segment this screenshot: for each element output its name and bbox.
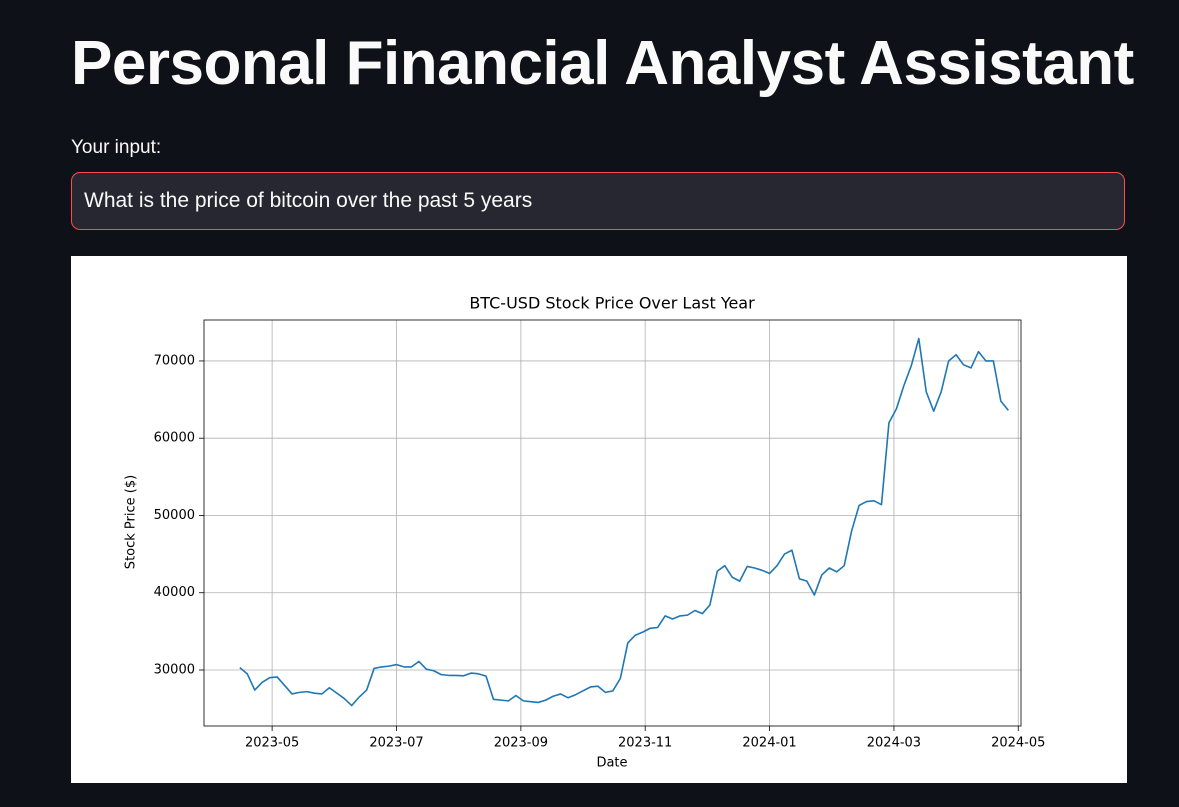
- x-tick-label: 2023-09: [494, 736, 548, 751]
- y-tick-label: 30000: [154, 662, 195, 677]
- y-tick-label: 40000: [154, 585, 195, 600]
- input-label: Your input:: [71, 137, 162, 158]
- y-tick-label: 50000: [154, 508, 195, 523]
- plot-frame: [203, 319, 1022, 727]
- x-tick-label: 2023-07: [369, 736, 423, 751]
- x-tick-label: 2024-01: [742, 736, 796, 751]
- y-tick-label: 70000: [154, 353, 195, 368]
- price-line: [239, 337, 1009, 707]
- y-tick-label: 60000: [154, 431, 195, 446]
- y-axis-label: Stock Price ($): [124, 475, 139, 569]
- page-title: Personal Financial Analyst Assistant: [71, 29, 1134, 98]
- chart: BTC-USD Stock Price Over Last Year Date …: [124, 294, 1046, 771]
- text-input[interactable]: What is the price of bitcoin over the pa…: [71, 172, 1125, 230]
- x-tick-label: 2024-05: [991, 736, 1045, 751]
- x-axis-label: Date: [596, 756, 627, 771]
- chart-container: BTC-USD Stock Price Over Last Year Date …: [71, 256, 1127, 783]
- x-tick-label: 2023-05: [245, 736, 299, 751]
- x-tick-label: 2024-03: [867, 736, 921, 751]
- x-tick-label: 2023-11: [618, 736, 672, 751]
- chart-title: BTC-USD Stock Price Over Last Year: [469, 294, 755, 313]
